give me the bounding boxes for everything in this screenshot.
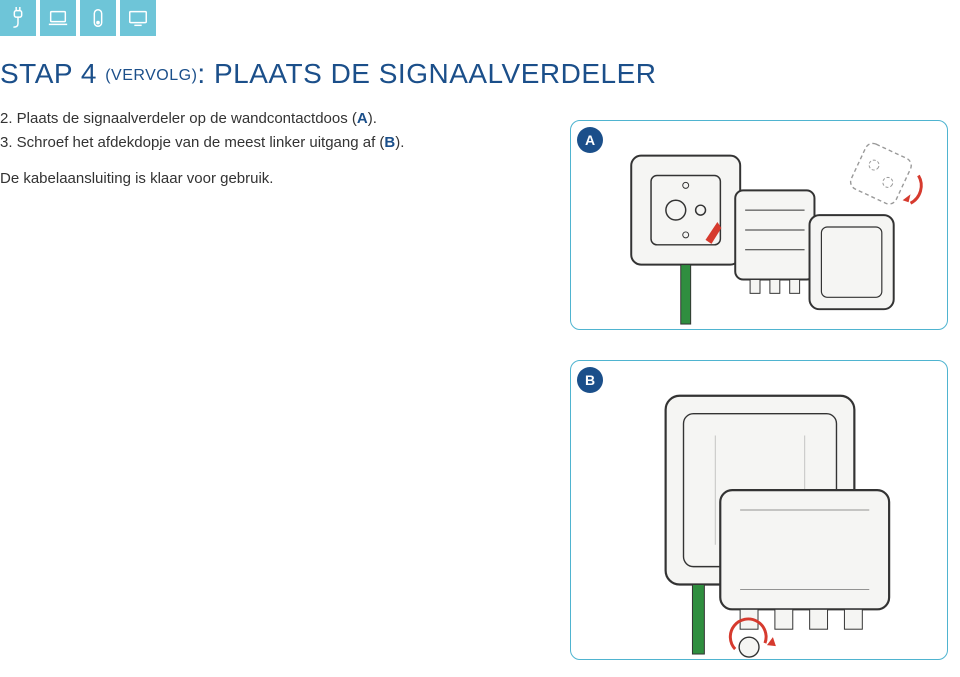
instruction-2: 2. Plaats de signaalverdeler op de wandc… — [0, 108, 510, 130]
plug-icon — [0, 0, 36, 36]
badge-b: B — [577, 367, 603, 393]
phone-icon — [80, 0, 116, 36]
heading-prefix: STAP 4 — [0, 58, 105, 89]
instruction-final: De kabelaansluiting is klaar voor gebrui… — [0, 168, 510, 190]
diagram-b: B — [570, 360, 948, 660]
instruction-3: 3. Schroef het afdekdopje van de meest l… — [0, 132, 510, 154]
laptop-icon — [40, 0, 76, 36]
tv-icon — [120, 0, 156, 36]
diagram-a: A — [570, 120, 948, 330]
heading-sub: (VERVOLG) — [105, 67, 197, 84]
instructions: 2. Plaats de signaalverdeler op de wandc… — [0, 108, 510, 189]
label-a-inline: A — [357, 110, 368, 127]
heading-sep: : — [197, 58, 214, 89]
badge-a: A — [577, 127, 603, 153]
heading-main: PLAATS DE SIGNAALVERDELER — [214, 58, 657, 89]
label-b-inline: B — [384, 134, 395, 151]
diagram-b-illustration — [571, 361, 947, 659]
page-title: STAP 4 (VERVOLG): PLAATS DE SIGNAALVERDE… — [0, 58, 960, 90]
icon-bar — [0, 0, 960, 36]
diagram-a-illustration — [571, 121, 947, 329]
